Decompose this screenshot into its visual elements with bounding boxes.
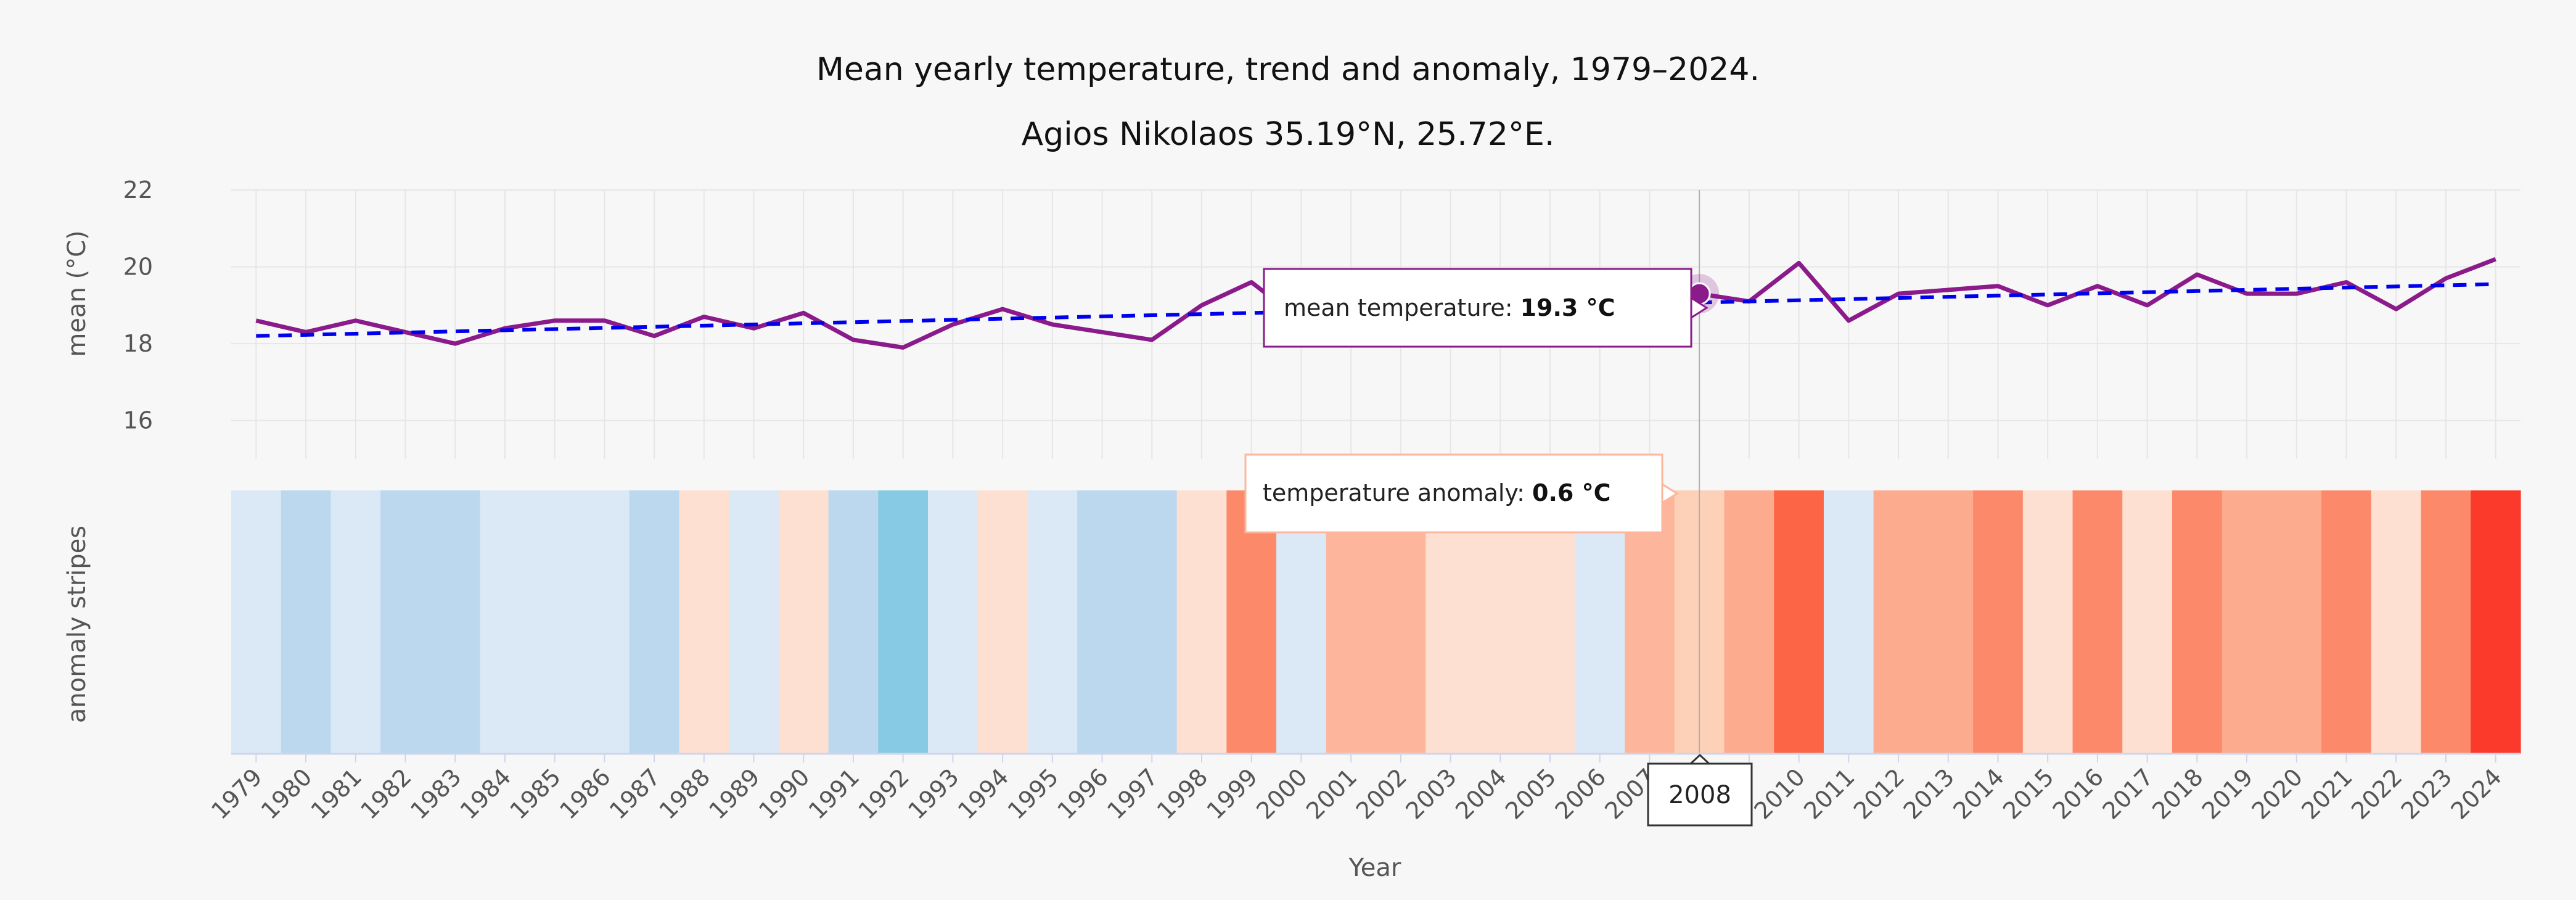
anomaly-stripe xyxy=(1276,490,1327,754)
anomaly-tooltip-value: 0.6 °C xyxy=(1532,479,1610,506)
hover-year-label: 2008 xyxy=(1668,781,1731,809)
anomaly-stripe xyxy=(1126,490,1178,754)
anomaly-stripe xyxy=(2271,490,2322,754)
hover-year-pointer xyxy=(1688,753,1712,765)
anomaly-stripe xyxy=(2022,490,2074,754)
y-tick-label: 18 xyxy=(123,330,153,357)
mean-tooltip-value: 19.3 °C xyxy=(1520,294,1615,321)
anomaly-stripe xyxy=(1376,490,1426,754)
anomaly-stripe xyxy=(2321,490,2372,754)
chart-title: Mean yearly temperature, trend and anoma… xyxy=(816,51,1760,88)
anomaly-stripe xyxy=(1973,490,2024,754)
y-tick-label: 20 xyxy=(123,254,153,281)
mean-tooltip-text: mean temperature: 19.3 °C xyxy=(1284,294,1615,321)
anomaly-stripe xyxy=(2371,490,2422,754)
anomaly-stripe xyxy=(1326,490,1377,754)
anomaly-stripe xyxy=(1425,490,1476,754)
anomaly-stripe xyxy=(281,490,332,754)
anomaly-stripe xyxy=(1077,490,1128,754)
y-axis-title: mean (°C) xyxy=(63,230,91,357)
anomaly-stripe xyxy=(1774,490,1824,754)
anomaly-stripe xyxy=(2421,490,2471,754)
chart-subtitle: Agios Nikolaos 35.19°N, 25.72°E. xyxy=(1022,116,1555,153)
anomaly-stripe xyxy=(1176,490,1227,754)
anomaly-stripe xyxy=(1575,490,1625,754)
anomaly-stripe xyxy=(1027,490,1078,754)
anomaly-stripe xyxy=(778,490,829,754)
y-tick-label: 16 xyxy=(123,407,153,434)
anomaly-stripe xyxy=(928,490,978,754)
hover-year-box xyxy=(1647,762,1753,827)
anomaly-stripe xyxy=(729,490,779,754)
anomaly-stripe xyxy=(530,490,580,754)
anomaly-stripe xyxy=(878,490,929,754)
anomaly-stripe xyxy=(1923,490,1974,754)
anomaly-stripe xyxy=(828,490,879,754)
anomaly-tooltip-text: temperature anomaly: 0.6 °C xyxy=(1263,479,1610,506)
anomaly-tooltip-box xyxy=(1244,453,1663,534)
anomaly-stripe xyxy=(1625,490,1675,754)
stripes-axis-title: anomaly stripes xyxy=(63,526,91,723)
y-tick-label: 22 xyxy=(123,176,153,204)
anomaly-stripe xyxy=(231,490,282,754)
anomaly-stripe xyxy=(380,490,431,754)
anomaly-tooltip-label: temperature anomaly: xyxy=(1263,479,1532,506)
anomaly-stripe xyxy=(1525,490,1575,754)
anomaly-stripes xyxy=(231,490,2521,754)
anomaly-stripe xyxy=(1475,490,1526,754)
tooltip-layer: mean temperature: 19.3 °C temperature an… xyxy=(1244,268,1753,827)
anomaly-stripe xyxy=(430,490,481,754)
mean-tooltip-pointer xyxy=(1690,296,1708,320)
anomaly-stripe xyxy=(2172,490,2223,754)
anomaly-tooltip-pointer xyxy=(1661,482,1679,505)
anomaly-stripe xyxy=(2471,490,2521,754)
anomaly-stripe xyxy=(1226,490,1277,754)
anomaly-stripe xyxy=(1823,490,1874,754)
anomaly-stripe xyxy=(977,490,1028,754)
anomaly-stripe xyxy=(2122,490,2173,754)
mean-tooltip-label: mean temperature: xyxy=(1284,294,1520,321)
anomaly-stripe xyxy=(330,490,381,754)
anomaly-stripe xyxy=(2221,490,2273,754)
anomaly-stripe xyxy=(679,490,729,754)
anomaly-stripe xyxy=(1873,490,1924,754)
anomaly-stripe xyxy=(2072,490,2123,754)
x-axis-title: Year xyxy=(1348,854,1401,882)
anomaly-stripe xyxy=(1724,490,1774,754)
anomaly-stripe xyxy=(629,490,680,754)
anomaly-stripe xyxy=(580,490,630,754)
anomaly-stripe xyxy=(480,490,530,754)
